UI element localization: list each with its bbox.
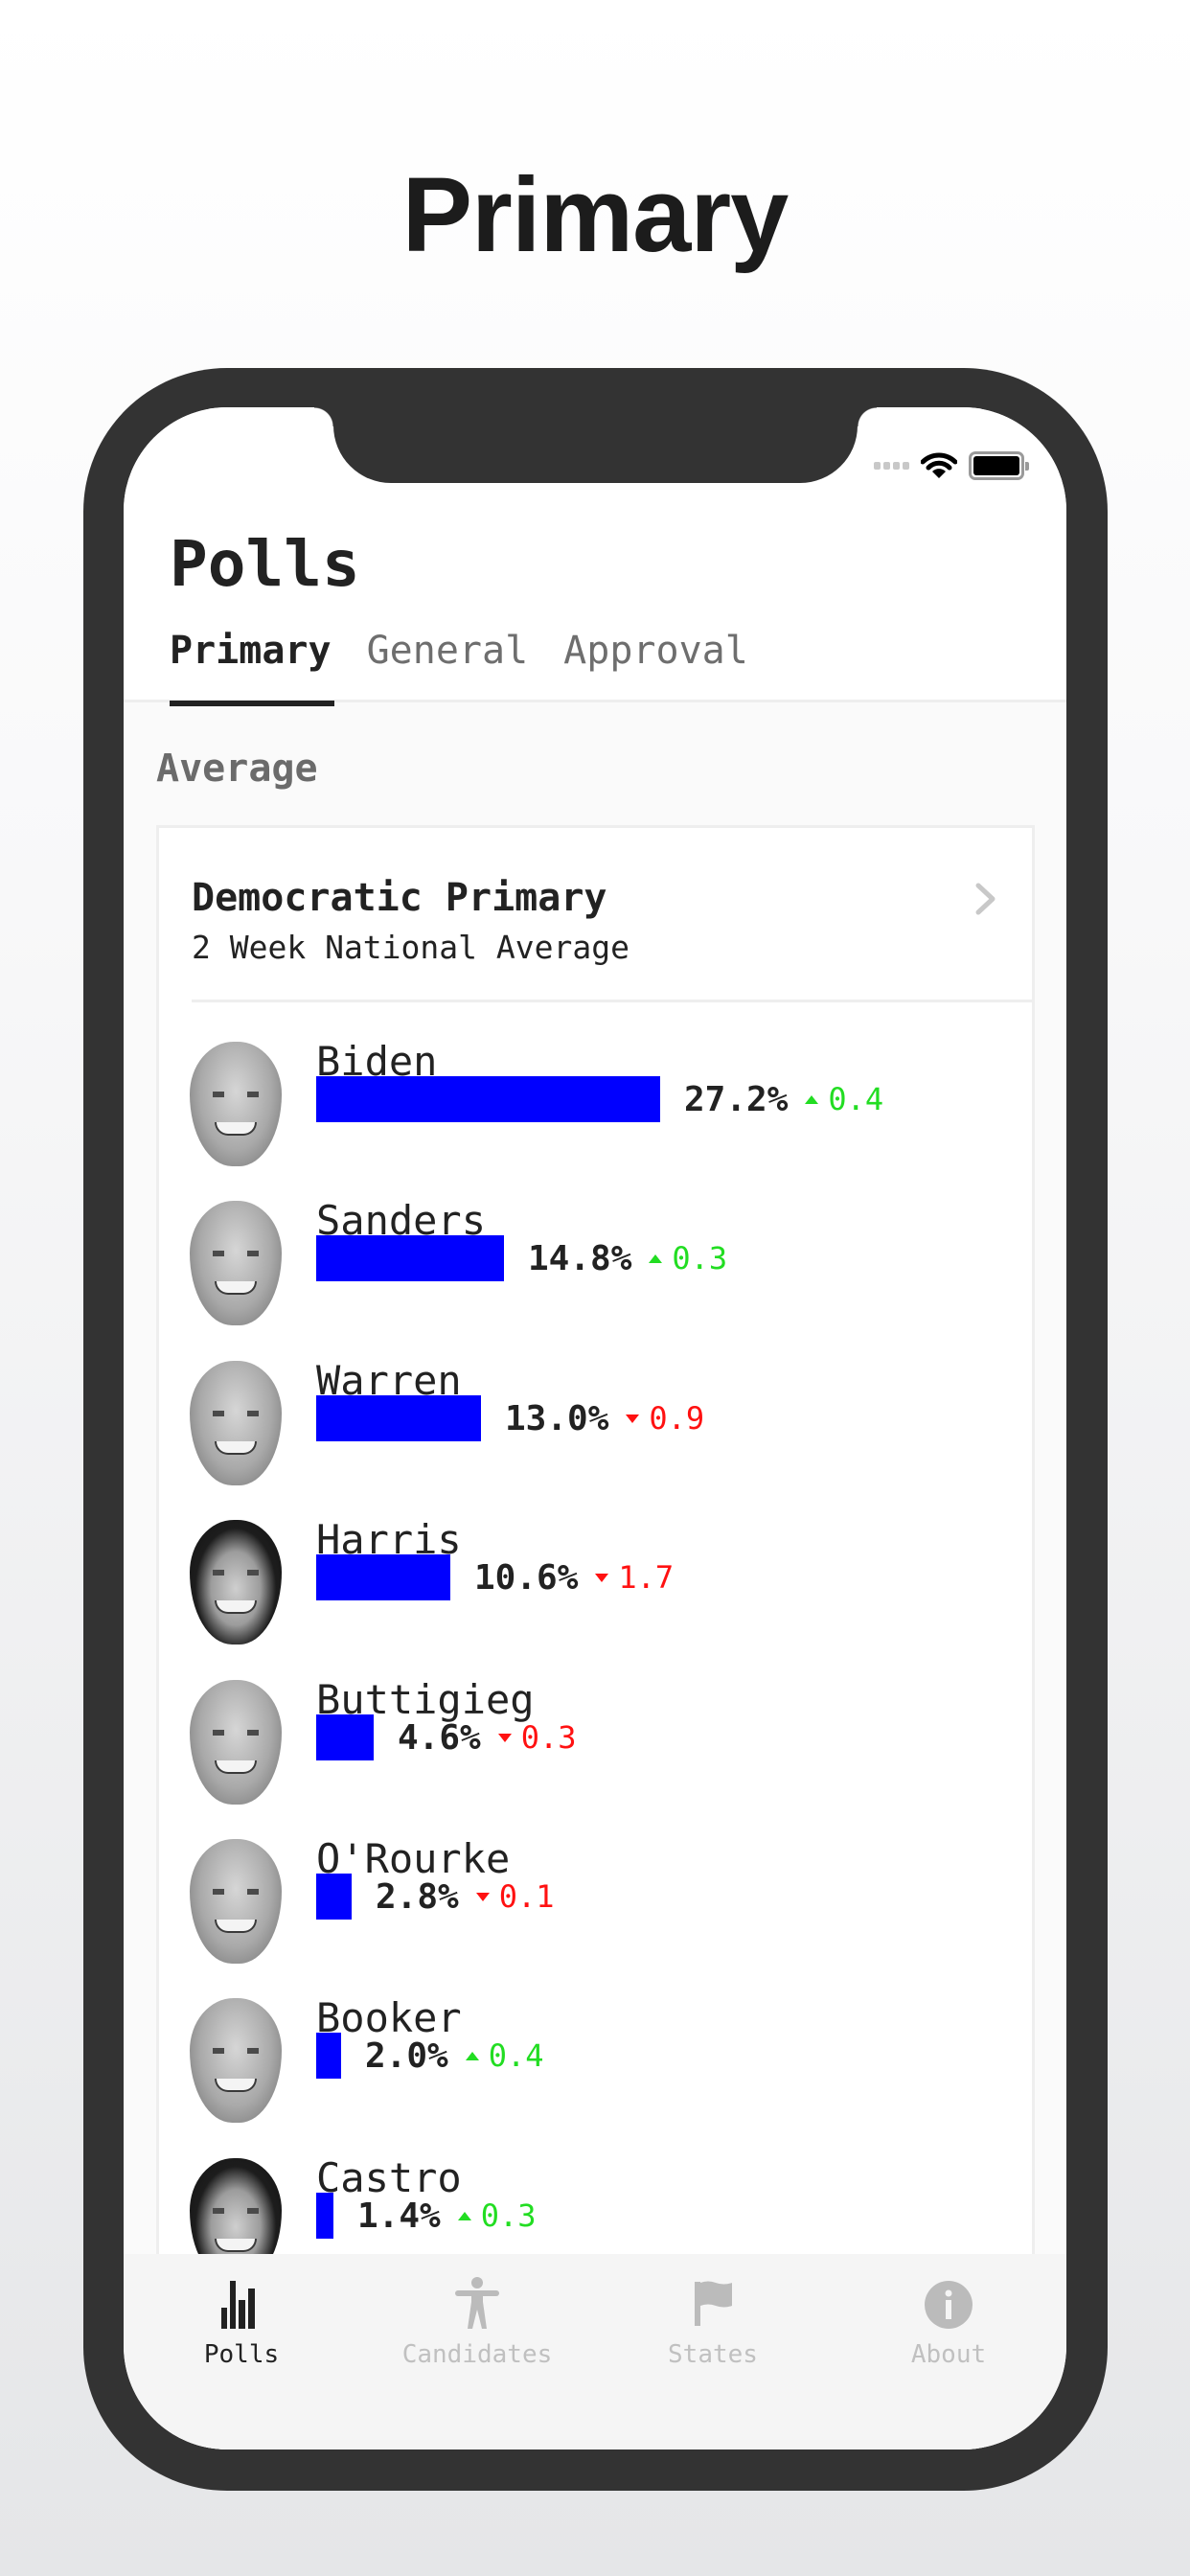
candidate-photo-orourke bbox=[190, 1839, 282, 1964]
change-value: 0.1 bbox=[498, 1878, 555, 1915]
change-value: 0.3 bbox=[480, 2197, 537, 2234]
poll-change: 0.1 bbox=[475, 1878, 555, 1915]
candidate-photo-buttigieg bbox=[190, 1680, 282, 1805]
poll-change: 0.9 bbox=[626, 1400, 704, 1437]
change-value: 0.4 bbox=[488, 2037, 544, 2074]
change-value: 1.7 bbox=[618, 1559, 675, 1596]
bottom-tab-bar: Polls Candidates States About bbox=[124, 2254, 1066, 2450]
battery-icon bbox=[969, 451, 1029, 480]
tab-general[interactable]: General bbox=[366, 629, 529, 673]
triangle-up-icon bbox=[457, 2211, 471, 2220]
bar-line: 2.0% 0.4 bbox=[316, 2033, 544, 2079]
triangle-up-icon bbox=[465, 2051, 479, 2060]
info-icon bbox=[925, 2281, 973, 2329]
poll-change: 0.3 bbox=[497, 1719, 577, 1756]
bar-chart-icon bbox=[221, 2281, 255, 2329]
candidate-row-harris[interactable]: Harris 10.6% 1.7 bbox=[159, 1483, 1032, 1644]
poll-change: 1.7 bbox=[595, 1559, 674, 1596]
tab-primary[interactable]: Primary bbox=[170, 624, 334, 706]
bar-line: 4.6% 0.3 bbox=[316, 1714, 577, 1760]
section-label-average: Average bbox=[156, 747, 318, 791]
segment-tabs: Primary General Approval bbox=[170, 624, 748, 706]
bar-line: 10.6% 1.7 bbox=[316, 1554, 674, 1600]
card-divider bbox=[192, 1000, 1032, 1002]
poll-percent: 2.8% bbox=[376, 1876, 459, 1917]
change-value: 0.9 bbox=[649, 1400, 705, 1437]
triangle-down-icon bbox=[475, 1892, 490, 1901]
bar-line: 2.8% 0.1 bbox=[316, 1874, 555, 1920]
poll-percent: 2.0% bbox=[365, 2036, 448, 2076]
change-value: 0.3 bbox=[672, 1240, 728, 1276]
poll-bar bbox=[316, 1874, 352, 1920]
poll-bar bbox=[316, 1395, 481, 1441]
poll-percent: 10.6% bbox=[474, 1557, 579, 1598]
poll-bar bbox=[316, 2033, 341, 2079]
poll-change: 0.3 bbox=[457, 2197, 537, 2234]
poll-change: 0.3 bbox=[649, 1240, 727, 1276]
candidate-row-sanders[interactable]: Sanders 14.8% 0.3 bbox=[159, 1163, 1032, 1325]
poll-bar bbox=[316, 1076, 660, 1122]
candidate-photo-biden bbox=[190, 1042, 282, 1166]
screen-title: Polls bbox=[170, 527, 360, 601]
card-header-link[interactable]: Democratic Primary 2 Week National Avera… bbox=[159, 828, 1032, 1000]
poll-bar bbox=[316, 1235, 504, 1281]
page-title: Primary bbox=[401, 156, 790, 274]
tab-bar-label: States bbox=[668, 2340, 758, 2369]
card-subtitle: 2 Week National Average bbox=[192, 929, 629, 966]
tab-bar-item-about[interactable]: About bbox=[831, 2254, 1066, 2450]
change-value: 0.3 bbox=[520, 1719, 577, 1756]
triangle-up-icon bbox=[649, 1254, 663, 1263]
flag-icon bbox=[695, 2281, 732, 2326]
triangle-up-icon bbox=[805, 1094, 819, 1104]
triangle-down-icon bbox=[626, 1414, 640, 1423]
candidate-photo-warren bbox=[190, 1361, 282, 1485]
person-icon bbox=[455, 2277, 499, 2329]
change-value: 0.4 bbox=[828, 1081, 884, 1117]
candidate-row-biden[interactable]: Biden 27.2% 0.4 bbox=[159, 1004, 1032, 1166]
candidate-row-booker[interactable]: Booker 2.0% 0.4 bbox=[159, 1961, 1032, 2123]
cellular-signal-icon bbox=[874, 462, 909, 470]
bar-line: 13.0% 0.9 bbox=[316, 1395, 704, 1441]
poll-bar bbox=[316, 1714, 374, 1760]
triangle-down-icon bbox=[595, 1573, 609, 1582]
candidate-row-buttigieg[interactable]: Buttigieg 4.6% 0.3 bbox=[159, 1643, 1032, 1805]
triangle-down-icon bbox=[497, 1733, 512, 1742]
poll-percent: 27.2% bbox=[684, 1079, 789, 1119]
device-notch bbox=[314, 407, 877, 483]
bar-line: 27.2% 0.4 bbox=[316, 1076, 883, 1122]
candidate-row-warren[interactable]: Warren 13.0% 0.9 bbox=[159, 1323, 1032, 1485]
poll-bar bbox=[316, 2193, 333, 2239]
status-bar bbox=[874, 451, 1029, 480]
chevron-right-icon bbox=[975, 883, 995, 915]
candidate-photo-harris bbox=[190, 1520, 282, 1644]
poll-bar bbox=[316, 1554, 450, 1600]
tab-bar-item-states[interactable]: States bbox=[595, 2254, 831, 2450]
bar-line: 14.8% 0.3 bbox=[316, 1235, 727, 1281]
phone-screen: Polls Primary General Approval Average D… bbox=[124, 407, 1066, 2450]
poll-percent: 14.8% bbox=[528, 1238, 632, 1278]
bar-line: 1.4% 0.3 bbox=[316, 2193, 537, 2239]
candidate-row-orourke[interactable]: O'Rourke 2.8% 0.1 bbox=[159, 1802, 1032, 1964]
tab-bar-label: Candidates bbox=[401, 2340, 553, 2369]
tab-bar-label: Polls bbox=[203, 2340, 280, 2369]
card-title: Democratic Primary bbox=[192, 876, 607, 920]
tab-approval[interactable]: Approval bbox=[563, 629, 748, 673]
poll-percent: 4.6% bbox=[398, 1717, 481, 1758]
poll-change: 0.4 bbox=[805, 1081, 883, 1117]
poll-percent: 1.4% bbox=[357, 2196, 441, 2236]
wifi-icon bbox=[921, 452, 957, 478]
tab-bar-label: About bbox=[910, 2340, 987, 2369]
poll-change: 0.4 bbox=[465, 2037, 544, 2074]
tab-bar-item-polls[interactable]: Polls bbox=[124, 2254, 359, 2450]
poll-percent: 13.0% bbox=[505, 1398, 609, 1438]
candidate-name: Castro bbox=[316, 2154, 462, 2201]
tab-bar-item-candidates[interactable]: Candidates bbox=[359, 2254, 595, 2450]
candidate-photo-booker bbox=[190, 1998, 282, 2123]
candidate-photo-sanders bbox=[190, 1201, 282, 1325]
poll-average-card: Democratic Primary 2 Week National Avera… bbox=[156, 825, 1035, 2450]
